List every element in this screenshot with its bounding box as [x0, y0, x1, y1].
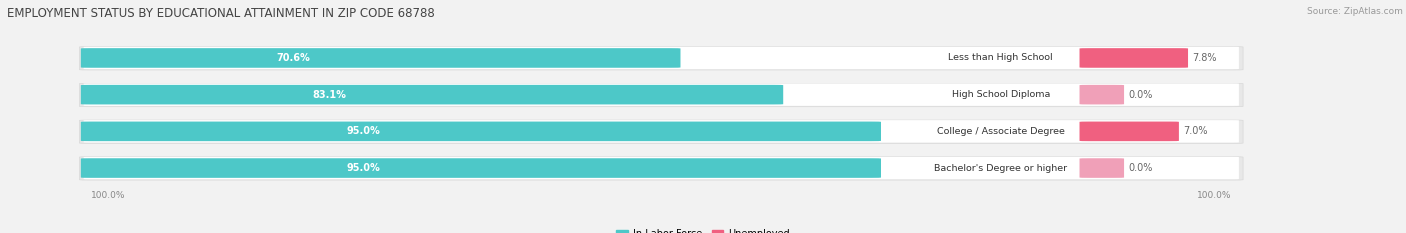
Text: 70.6%: 70.6% — [277, 53, 311, 63]
FancyBboxPatch shape — [1080, 85, 1123, 104]
FancyBboxPatch shape — [79, 120, 1243, 143]
FancyBboxPatch shape — [79, 47, 1243, 70]
Text: 7.0%: 7.0% — [1182, 126, 1208, 136]
FancyBboxPatch shape — [1080, 158, 1123, 178]
FancyBboxPatch shape — [80, 158, 882, 178]
Text: College / Associate Degree: College / Associate Degree — [936, 127, 1064, 136]
Text: Less than High School: Less than High School — [949, 53, 1053, 62]
FancyBboxPatch shape — [79, 157, 1243, 180]
Legend: In Labor Force, Unemployed: In Labor Force, Unemployed — [612, 225, 794, 233]
Text: 100.0%: 100.0% — [1198, 191, 1232, 200]
Text: Bachelor's Degree or higher: Bachelor's Degree or higher — [934, 164, 1067, 173]
Text: High School Diploma: High School Diploma — [952, 90, 1050, 99]
FancyBboxPatch shape — [83, 83, 1239, 106]
Text: 7.8%: 7.8% — [1192, 53, 1216, 63]
Text: 95.0%: 95.0% — [347, 126, 381, 136]
FancyBboxPatch shape — [79, 83, 1243, 107]
FancyBboxPatch shape — [83, 157, 1239, 179]
Text: 0.0%: 0.0% — [1128, 163, 1153, 173]
Text: Source: ZipAtlas.com: Source: ZipAtlas.com — [1308, 7, 1403, 16]
Text: 83.1%: 83.1% — [312, 90, 346, 100]
FancyBboxPatch shape — [83, 120, 1239, 143]
Text: 95.0%: 95.0% — [347, 163, 381, 173]
FancyBboxPatch shape — [1080, 48, 1188, 68]
Text: 100.0%: 100.0% — [90, 191, 125, 200]
FancyBboxPatch shape — [80, 48, 681, 68]
Text: 0.0%: 0.0% — [1128, 90, 1153, 100]
FancyBboxPatch shape — [1080, 122, 1178, 141]
FancyBboxPatch shape — [80, 85, 783, 104]
Text: EMPLOYMENT STATUS BY EDUCATIONAL ATTAINMENT IN ZIP CODE 68788: EMPLOYMENT STATUS BY EDUCATIONAL ATTAINM… — [7, 7, 434, 20]
FancyBboxPatch shape — [83, 47, 1239, 69]
FancyBboxPatch shape — [80, 122, 882, 141]
